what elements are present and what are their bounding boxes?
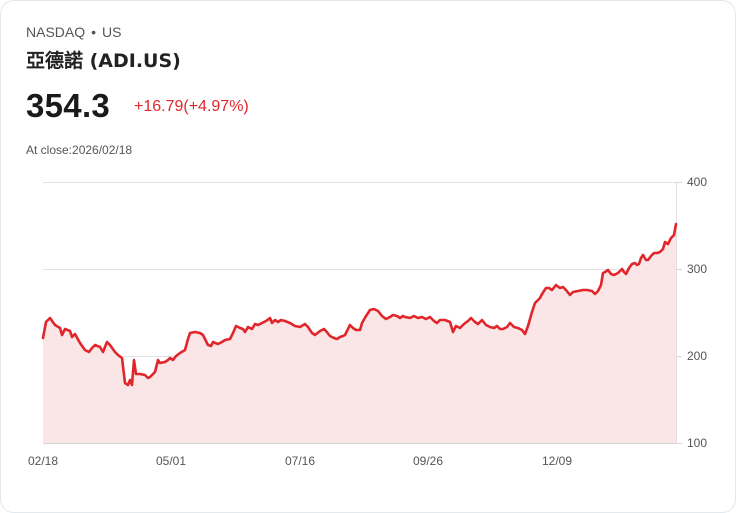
- price-line: [41, 222, 678, 387]
- market-name: US: [102, 24, 122, 40]
- y-tick-label: 400: [687, 175, 707, 189]
- stock-name: 亞德諾 (ADI.US): [26, 50, 181, 72]
- x-tick-label: 05/01: [156, 454, 186, 468]
- y-tick-label: 200: [687, 349, 707, 363]
- y-axis-labels: 400 300 200 100: [687, 175, 707, 450]
- x-tick-label: 12/09: [542, 454, 572, 468]
- exchange-line: NASDAQ • US: [26, 24, 121, 40]
- x-axis-labels: 02/18 05/01 07/16 09/26 12/09: [28, 454, 572, 468]
- x-tick-label: 02/18: [28, 454, 58, 468]
- exchange-name: NASDAQ: [26, 24, 86, 40]
- y-tick-label: 300: [687, 262, 707, 276]
- stock-price: 354.3: [26, 87, 111, 124]
- y-tick-label: 100: [687, 436, 707, 450]
- close-date: At close:2026/02/18: [26, 143, 133, 157]
- x-tick-label: 09/26: [413, 454, 443, 468]
- price-area-fill: [43, 224, 676, 443]
- price-change: +16.79(+4.97%): [134, 98, 249, 115]
- x-tick-label: 07/16: [285, 454, 315, 468]
- separator-dot: •: [91, 24, 97, 40]
